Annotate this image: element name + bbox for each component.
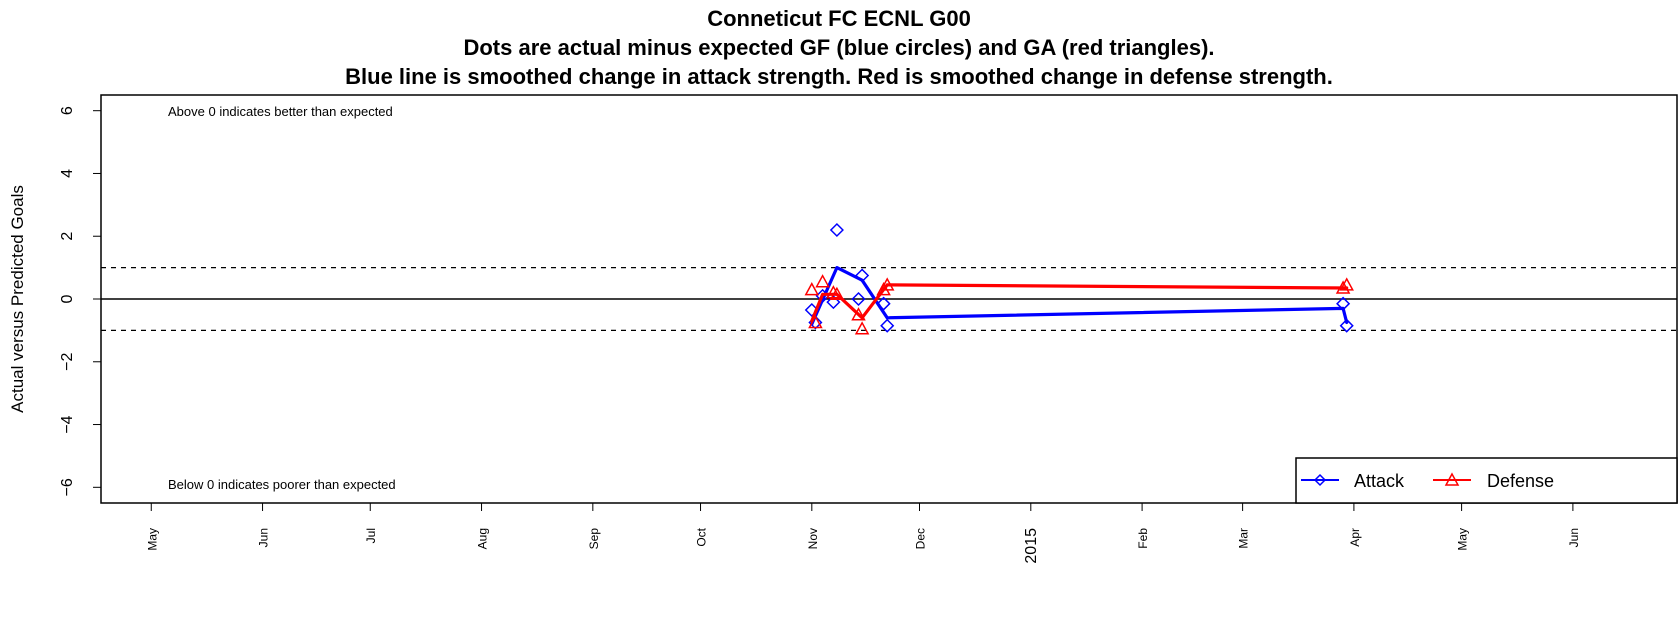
- x-tick-label: May: [1456, 528, 1470, 551]
- x-tick-label: May: [145, 528, 159, 551]
- x-tick-label: Apr: [1348, 528, 1362, 547]
- y-axis-label: Actual versus Predicted Goals: [8, 185, 27, 413]
- series-defense: [804, 274, 1354, 335]
- legend-attack-marker: [1313, 473, 1327, 487]
- y-tick-label: 0: [59, 294, 76, 303]
- x-tick-label: Jun: [257, 528, 271, 547]
- defense-point: [804, 282, 820, 296]
- defense-point: [826, 285, 841, 299]
- y-tick-label: 2: [59, 232, 76, 241]
- y-axis: −6 −4 −2 0 2 4 6: [59, 106, 102, 496]
- title-line-1: Conneticut FC ECNL G00: [707, 6, 971, 31]
- attack-point: [851, 291, 866, 307]
- y-tick-label: −4: [59, 415, 76, 433]
- attack-point: [876, 296, 891, 311]
- series-attack: [804, 222, 1354, 333]
- legend-defense-label: Defense: [1487, 471, 1554, 491]
- defense-point: [1339, 277, 1354, 291]
- x-tick-label: Nov: [806, 528, 820, 549]
- x-tick-label: Dec: [914, 528, 928, 549]
- x-tick-label: Jul: [364, 528, 378, 543]
- x-tick-label: Feb: [1136, 528, 1150, 549]
- y-tick-label: 4: [59, 169, 76, 178]
- attack-smooth-line: [810, 266, 1349, 326]
- x-tick-label: Mar: [1237, 528, 1251, 549]
- attack-point: [1339, 318, 1354, 333]
- defense-smooth-line: [810, 283, 1349, 323]
- defense-point: [854, 321, 870, 335]
- title-line-2: Dots are actual minus expected GF (blue …: [463, 35, 1214, 60]
- attack-point: [1336, 296, 1351, 311]
- annotation-bottom: Below 0 indicates poorer than expected: [168, 477, 396, 492]
- x-tick-label: Sep: [587, 528, 601, 550]
- defense-point: [808, 314, 823, 329]
- legend-attack-label: Attack: [1354, 471, 1405, 491]
- y-tick-label: −2: [59, 353, 76, 371]
- legend-box: [1295, 457, 1678, 504]
- x-tick-label: Oct: [695, 527, 709, 546]
- x-axis: May Jun Jul Aug Sep Oct Nov Dec 2015 Feb Mar Apr May…: [145, 503, 1581, 564]
- chart-title: Conneticut FC ECNL G00 Dots are actual m…: [345, 6, 1333, 89]
- attack-point: [880, 318, 895, 333]
- defense-point: [876, 282, 891, 296]
- annotation-top: Above 0 indicates better than expected: [168, 104, 393, 119]
- defense-point: [1335, 280, 1351, 294]
- defense-point: [879, 277, 895, 291]
- title-line-3: Blue line is smoothed change in attack s…: [345, 64, 1333, 89]
- attack-point: [829, 222, 844, 238]
- x-tick-label-year: 2015: [1023, 528, 1040, 564]
- series-layer: [804, 222, 1354, 335]
- legend-defense-marker: [1444, 472, 1460, 486]
- defense-point: [829, 286, 845, 301]
- defense-point: [815, 274, 830, 288]
- reference-lines: [101, 266, 1677, 332]
- attack-point: [855, 268, 870, 283]
- attack-point: [826, 295, 841, 310]
- y-tick-label: −6: [59, 478, 76, 496]
- defense-point: [851, 307, 866, 321]
- y-tick-label: 6: [59, 106, 76, 115]
- x-tick-label: Jun: [1567, 528, 1581, 547]
- legend: Attack Defense: [1295, 457, 1678, 504]
- x-tick-label: Aug: [476, 528, 490, 549]
